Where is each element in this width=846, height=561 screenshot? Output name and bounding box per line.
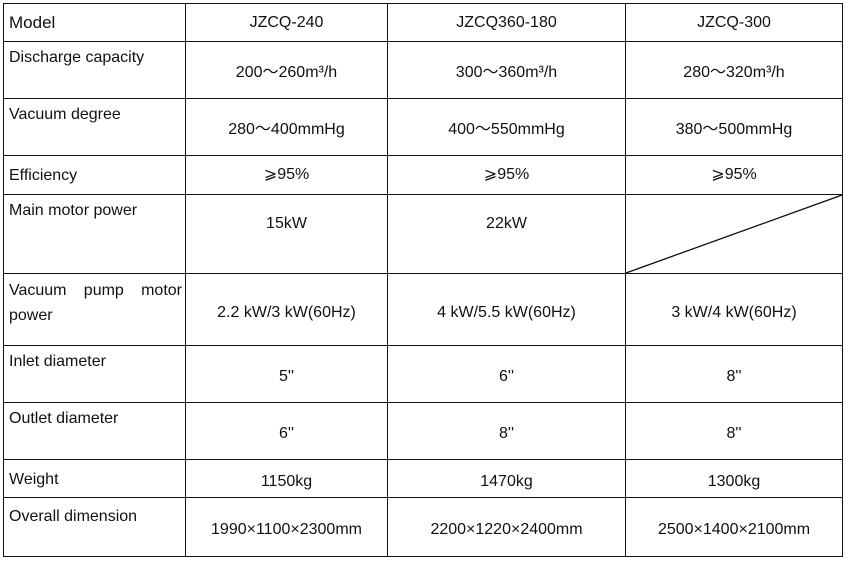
row-label: Discharge capacity (3, 41, 186, 99)
cell: 280〜400mmHg (185, 98, 388, 156)
cell: 1300kg (625, 459, 843, 498)
model-header: JZCQ360-180 (387, 3, 626, 42)
cell: 380〜500mmHg (625, 98, 843, 156)
cell: 4 kW/5.5 kW(60Hz) (387, 273, 626, 346)
cell: 5'' (185, 345, 388, 403)
table-row: Vacuum degree 280〜400mmHg 400〜550mmHg 38… (3, 98, 843, 156)
cell: 200〜260m³/h (185, 41, 388, 99)
model-header: JZCQ-300 (625, 3, 843, 42)
row-label: Vacuum pump motor power (3, 273, 186, 346)
cell: 1470kg (387, 459, 626, 498)
table-row-model: Model JZCQ-240 JZCQ360-180 JZCQ-300 (3, 3, 843, 42)
row-label: Main motor power (3, 194, 186, 274)
cell: ⩾95% (387, 155, 626, 195)
cell: 400〜550mmHg (387, 98, 626, 156)
cell: 8'' (625, 345, 843, 403)
row-label: Overall dimension (3, 497, 186, 557)
cell: 280〜320m³/h (625, 41, 843, 99)
row-label: Weight (3, 459, 186, 498)
table-row: Outlet diameter 6'' 8'' 8'' (3, 402, 843, 460)
row-label: Outlet diameter (3, 402, 186, 460)
row-label: Inlet diameter (3, 345, 186, 403)
row-label-line2: power (9, 307, 53, 324)
cell: 2.2 kW/3 kW(60Hz) (185, 273, 388, 346)
cell: 6'' (387, 345, 626, 403)
table-row: Efficiency ⩾95% ⩾95% ⩾95% (3, 155, 843, 195)
diagonal-line (626, 195, 842, 273)
cell: 3 kW/4 kW(60Hz) (625, 273, 843, 346)
cell: 8'' (625, 402, 843, 460)
row-label: Vacuum degree (3, 98, 186, 156)
table-row: Discharge capacity 200〜260m³/h 300〜360m³… (3, 41, 843, 99)
cell: 1150kg (185, 459, 388, 498)
cell: 22kW (387, 194, 626, 274)
cell: ⩾95% (625, 155, 843, 195)
cell: 15kW (185, 194, 388, 274)
row-label: Model (3, 3, 186, 42)
table-row: Main motor power 15kW 22kW (3, 194, 843, 274)
cell: 1990×1100×2300mm (185, 497, 388, 557)
specification-table: Model JZCQ-240 JZCQ360-180 JZCQ-300 Disc… (3, 3, 843, 557)
table-row: Inlet diameter 5'' 6'' 8'' (3, 345, 843, 403)
row-label: Efficiency (3, 155, 186, 195)
cell: 2500×1400×2100mm (625, 497, 843, 557)
cell: 8'' (387, 402, 626, 460)
cell: ⩾95% (185, 155, 388, 195)
model-header: JZCQ-240 (185, 3, 388, 42)
table-row: Overall dimension 1990×1100×2300mm 2200×… (3, 497, 843, 557)
table-row: Weight 1150kg 1470kg 1300kg (3, 459, 843, 498)
table-row: Vacuum pump motor power 2.2 kW/3 kW(60Hz… (3, 273, 843, 346)
empty-cell-diagonal (625, 194, 843, 274)
cell: 2200×1220×2400mm (387, 497, 626, 557)
cell: 300〜360m³/h (387, 41, 626, 99)
row-label-line1: Vacuum pump motor (9, 282, 182, 299)
cell: 6'' (185, 402, 388, 460)
